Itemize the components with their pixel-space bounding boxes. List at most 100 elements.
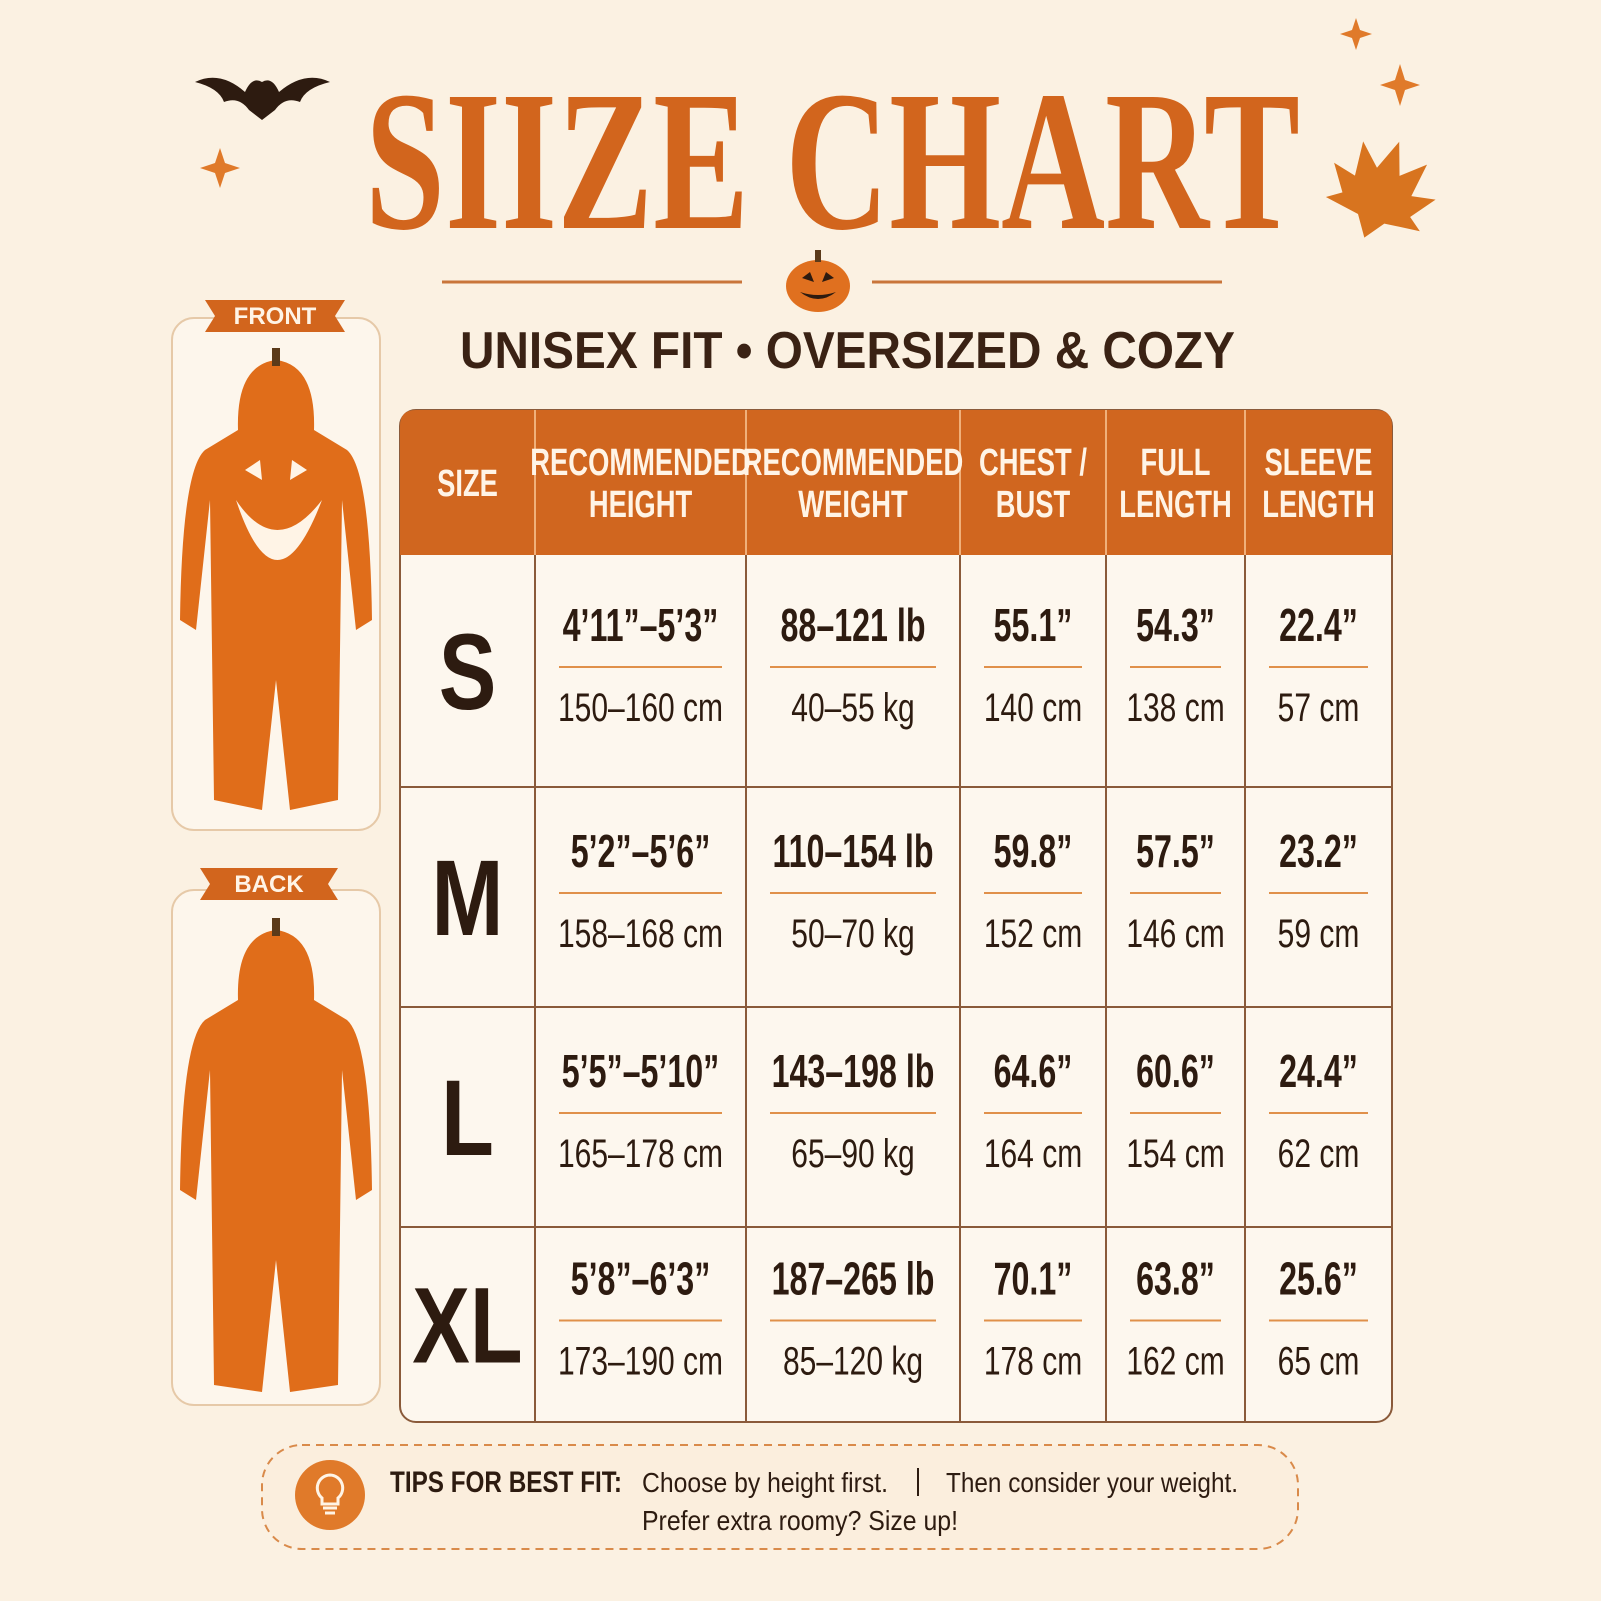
imperial-value: 60.6”	[1136, 1046, 1215, 1097]
imperial-value: 187–265 lb	[772, 1254, 935, 1305]
imperial-value-group: 187–265 lb	[772, 1254, 935, 1305]
metric-value-group: 154 cm	[1126, 1132, 1224, 1176]
imperial-value: 88–121 lb	[781, 600, 926, 651]
imperial-value: 22.4”	[1279, 600, 1358, 651]
imperial-value: 5’8”–6’3”	[571, 1254, 711, 1305]
metric-value-group: 65–90 kg	[791, 1132, 914, 1176]
imperial-value-group: 5’5”–5’10”	[562, 1046, 719, 1097]
imperial-value-group: 5’8”–6’3”	[571, 1254, 711, 1305]
column-header: LENGTH	[1262, 484, 1374, 526]
metric-value-group: 146 cm	[1126, 912, 1224, 956]
sparkle	[200, 148, 240, 188]
imperial-value-group: 63.8”	[1136, 1254, 1215, 1305]
imperial-value-group: 110–154 lb	[772, 826, 933, 877]
bulb-icon	[295, 1460, 365, 1530]
imperial-value: 64.6”	[994, 1046, 1073, 1097]
metric-value: 57 cm	[1278, 686, 1360, 730]
metric-value-group: 65 cm	[1278, 1339, 1360, 1383]
column-header-group: CHEST /	[979, 442, 1087, 484]
size-label: M	[432, 837, 504, 958]
size-label-group: L	[441, 1057, 494, 1178]
imperial-value: 55.1”	[994, 600, 1073, 651]
imperial-value-group: 60.6”	[1136, 1046, 1215, 1097]
column-header-group: RECOMMENDED	[530, 442, 750, 484]
title: SIIZE CHART	[365, 51, 1300, 272]
metric-value-group: 152 cm	[984, 912, 1082, 956]
imperial-value: 23.2”	[1279, 826, 1358, 877]
imperial-value-group: 54.3”	[1136, 600, 1215, 651]
column-header: BUST	[996, 484, 1070, 526]
metric-value-group: 62 cm	[1278, 1132, 1360, 1176]
imperial-value-group: 5’2”–5’6”	[571, 826, 711, 877]
metric-value: 158–168 cm	[558, 912, 723, 956]
column-header-group: BUST	[996, 484, 1070, 526]
tips-label: TIPS FOR BEST FIT:	[390, 1466, 622, 1499]
metric-value: 59 cm	[1278, 912, 1360, 956]
imperial-value-group: 143–198 lb	[772, 1046, 935, 1097]
metric-value-group: 178 cm	[984, 1339, 1082, 1383]
imperial-value-group: 59.8”	[994, 826, 1073, 877]
column-header: CHEST /	[979, 442, 1087, 484]
column-header-group: LENGTH	[1262, 484, 1374, 526]
metric-value-group: 162 cm	[1126, 1339, 1224, 1383]
back-label: BACK	[234, 871, 304, 898]
column-header: RECOMMENDED	[530, 442, 750, 484]
column-header-group: WEIGHT	[798, 484, 907, 526]
metric-value: 152 cm	[984, 912, 1082, 956]
metric-value-group: 150–160 cm	[558, 686, 723, 730]
imperial-value: 24.4”	[1279, 1046, 1358, 1097]
metric-value-group: 173–190 cm	[558, 1339, 723, 1383]
imperial-value-group: 55.1”	[994, 600, 1073, 651]
front-label: FRONT	[234, 303, 317, 330]
tip-text: Then consider your weight.	[946, 1467, 1238, 1498]
column-header: SLEEVE	[1265, 442, 1373, 484]
imperial-value-group: 70.1”	[994, 1254, 1073, 1305]
metric-value: 65–90 kg	[791, 1132, 914, 1176]
table-header-bg	[400, 410, 1392, 555]
tip-text: Choose by height first.	[642, 1467, 888, 1498]
column-header-group: LENGTH	[1119, 484, 1231, 526]
imperial-value-group: 88–121 lb	[781, 600, 926, 651]
imperial-value: 70.1”	[994, 1254, 1073, 1305]
imperial-value: 57.5”	[1136, 826, 1215, 877]
bat-icon	[195, 77, 330, 120]
front-onesie	[180, 348, 372, 810]
imperial-value: 54.3”	[1136, 600, 1215, 651]
metric-value: 50–70 kg	[791, 912, 914, 956]
imperial-value: 110–154 lb	[772, 826, 933, 877]
column-header-group: FULL	[1141, 442, 1211, 484]
subtitle: UNISEX FIT • OVERSIZED & COZY	[460, 322, 1235, 380]
imperial-value: 143–198 lb	[772, 1046, 935, 1097]
tip-text: Prefer extra roomy? Size up!	[642, 1505, 958, 1536]
metric-value: 85–120 kg	[783, 1339, 923, 1383]
metric-value: 65 cm	[1278, 1339, 1360, 1383]
imperial-value: 63.8”	[1136, 1254, 1215, 1305]
imperial-value: 5’2”–5’6”	[571, 826, 711, 877]
metric-value: 40–55 kg	[791, 686, 914, 730]
metric-value: 140 cm	[984, 686, 1082, 730]
column-header: HEIGHT	[589, 484, 692, 526]
metric-value: 162 cm	[1126, 1339, 1224, 1383]
pumpkin-icon	[786, 250, 850, 312]
metric-value-group: 50–70 kg	[791, 912, 914, 956]
imperial-value-group: 25.6”	[1279, 1254, 1358, 1305]
imperial-value-group: 23.2”	[1279, 826, 1358, 877]
imperial-value-group: 57.5”	[1136, 826, 1215, 877]
metric-value: 150–160 cm	[558, 686, 723, 730]
tips-box	[261, 1444, 1299, 1550]
size-label: XL	[412, 1264, 522, 1385]
bulb-glyph	[315, 1473, 345, 1515]
sparkle	[1380, 64, 1420, 106]
metric-value-group: 85–120 kg	[783, 1339, 923, 1383]
maple-leaf	[1325, 141, 1436, 238]
imperial-value: 25.6”	[1279, 1254, 1358, 1305]
metric-value: 154 cm	[1126, 1132, 1224, 1176]
column-header: WEIGHT	[798, 484, 907, 526]
sparkle	[1340, 18, 1372, 50]
size-label: S	[439, 611, 497, 732]
metric-value: 178 cm	[984, 1339, 1082, 1383]
column-header-group: SLEEVE	[1265, 442, 1373, 484]
metric-value: 165–178 cm	[558, 1132, 723, 1176]
metric-value-group: 158–168 cm	[558, 912, 723, 956]
